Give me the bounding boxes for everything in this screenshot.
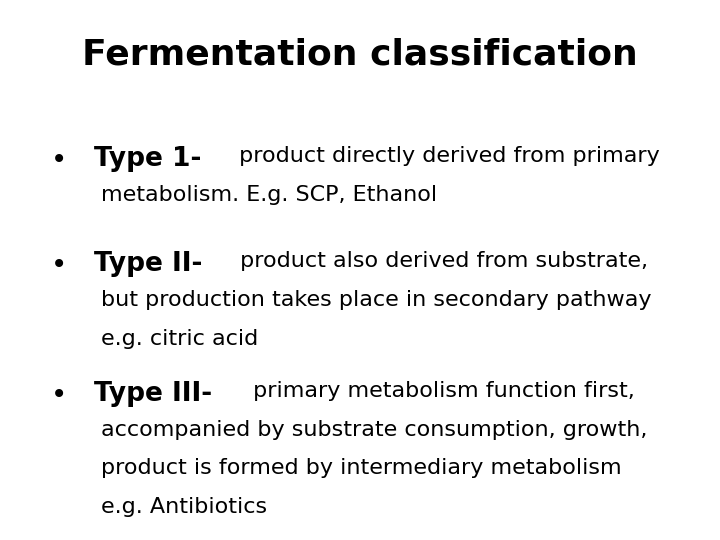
Text: Fermentation classification: Fermentation classification [82,38,638,72]
Text: product directly derived from primary: product directly derived from primary [232,146,660,166]
Text: Type II-: Type II- [94,251,202,277]
Text: Type III-: Type III- [94,381,212,407]
Text: product also derived from substrate,: product also derived from substrate, [233,251,649,271]
Text: product is formed by intermediary metabolism: product is formed by intermediary metabo… [101,458,621,478]
Text: Type 1-: Type 1- [94,146,201,172]
Text: accompanied by substrate consumption, growth,: accompanied by substrate consumption, gr… [101,420,647,440]
Text: •: • [50,146,67,174]
Text: •: • [50,251,67,279]
Text: e.g. citric acid: e.g. citric acid [101,329,258,349]
Text: •: • [50,381,67,409]
Text: primary metabolism function first,: primary metabolism function first, [246,381,635,401]
Text: but production takes place in secondary pathway: but production takes place in secondary … [101,290,652,310]
Text: e.g. Antibiotics: e.g. Antibiotics [101,497,267,517]
Text: metabolism. E.g. SCP, Ethanol: metabolism. E.g. SCP, Ethanol [101,185,437,205]
